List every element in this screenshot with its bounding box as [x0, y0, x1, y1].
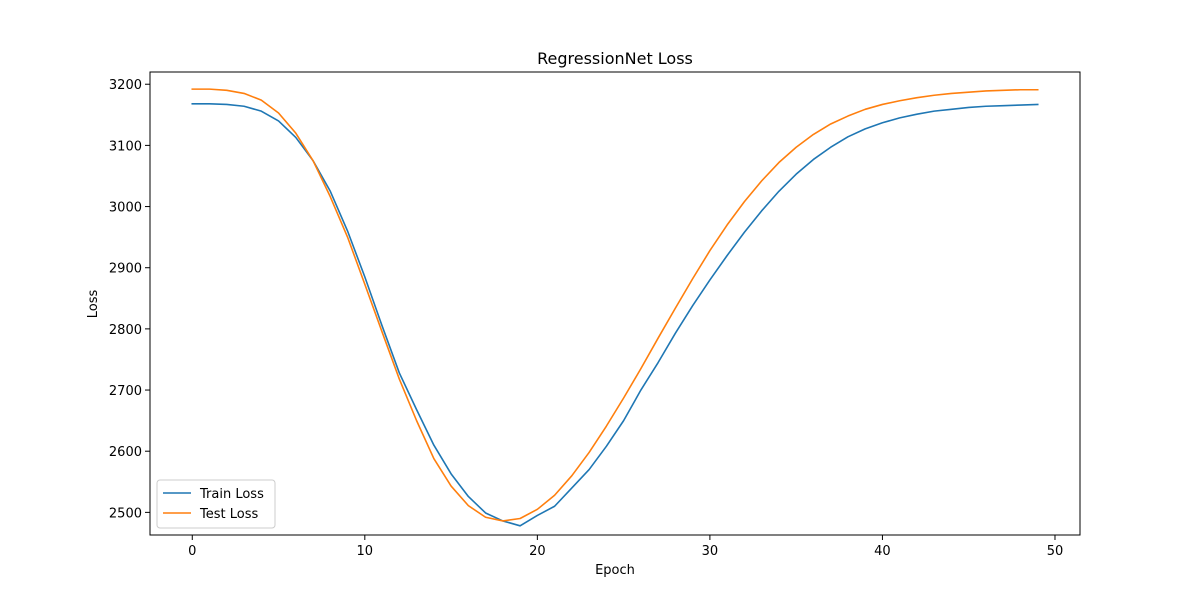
- y-tick-label: 3200: [109, 78, 142, 93]
- y-tick-label: 3000: [109, 201, 142, 216]
- legend-label: Test Loss: [199, 507, 258, 522]
- x-tick-label: 30: [702, 544, 719, 559]
- x-tick-label: 20: [529, 544, 546, 559]
- x-tick-label: 40: [874, 544, 891, 559]
- x-tick-label: 10: [357, 544, 374, 559]
- legend: Train Loss Test Loss: [156, 479, 276, 529]
- plot-frame: [149, 71, 1081, 536]
- y-tick-label: 2900: [109, 262, 142, 277]
- y-tick-label: 3100: [109, 139, 142, 154]
- y-tick-label: 2800: [109, 323, 142, 338]
- legend-label: Train Loss: [199, 487, 264, 502]
- y-axis-label: Loss: [86, 290, 101, 319]
- x-axis-label: Epoch: [595, 563, 635, 578]
- y-tick-label: 2700: [109, 384, 142, 399]
- y-tick-label: 2600: [109, 445, 142, 460]
- legend-box: [156, 479, 276, 529]
- plot-area: 0 10 20 30 40 50 2500 2600 2700 2800 2900 3000 3100 3…: [109, 71, 1081, 559]
- series-line-test-loss: [191, 88, 1039, 522]
- x-tick-label: 0: [188, 544, 196, 559]
- series-line-train-loss: [191, 103, 1039, 527]
- chart-title: RegressionNet Loss: [537, 49, 693, 68]
- y-tick-label: 2500: [109, 506, 142, 521]
- x-tick-label: 50: [1047, 544, 1064, 559]
